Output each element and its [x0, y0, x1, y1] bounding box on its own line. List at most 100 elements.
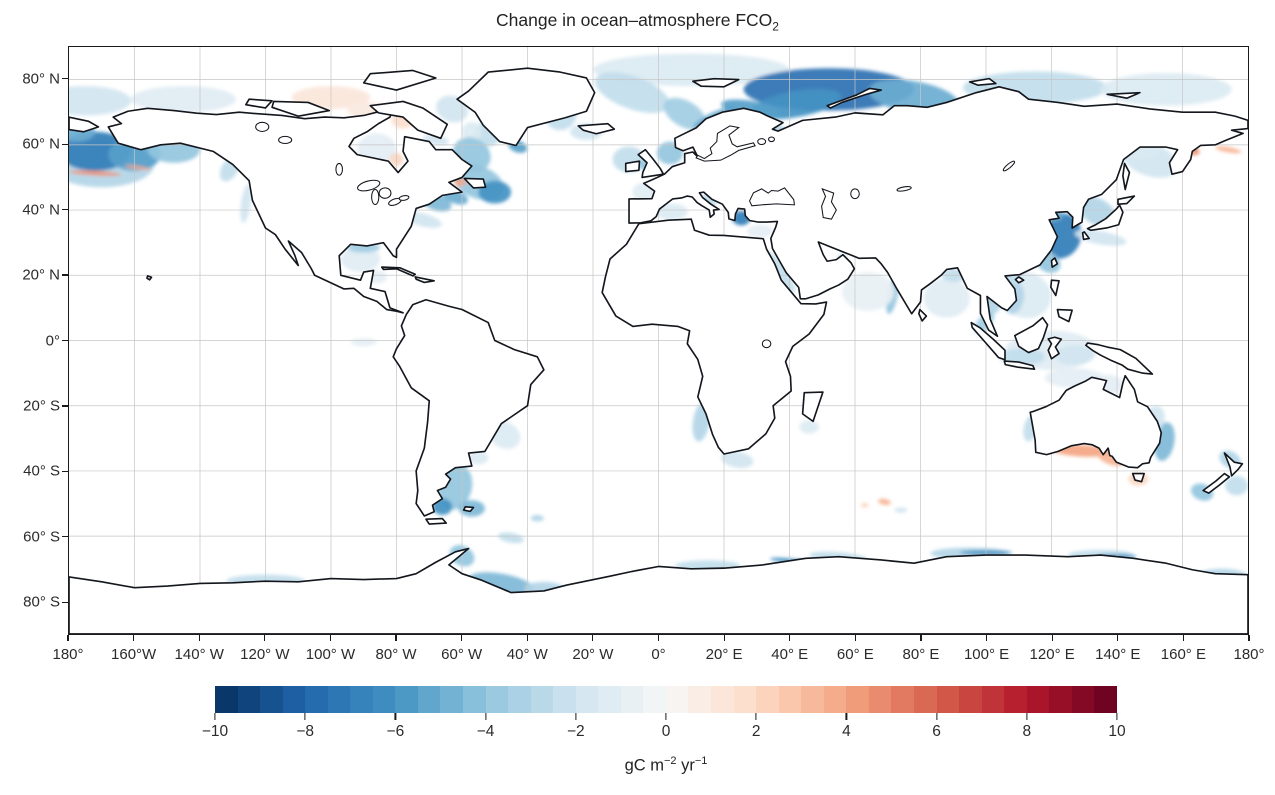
- island-svalbard: [692, 77, 740, 88]
- lat-tick-mark: [62, 143, 68, 145]
- colorbar-tick-label: −2: [566, 723, 585, 740]
- lon-tick-label: 100° W: [305, 646, 356, 663]
- island-greenland: [456, 67, 596, 147]
- colorbar-tick-label: −8: [296, 723, 315, 740]
- region-beaufort-sea: [131, 86, 237, 113]
- lon-tick-label: 80° E: [902, 646, 940, 663]
- colorbar-swatch: [936, 686, 960, 713]
- lat-tick-label: 20° S: [23, 397, 60, 415]
- island-cuba: [380, 266, 416, 277]
- colorbar-swatch: [417, 686, 441, 713]
- lat-tick-label: 40° N: [22, 201, 60, 219]
- region-agulhas: [720, 451, 754, 469]
- lat-tick-mark: [62, 470, 68, 472]
- coast-south-america: [392, 298, 545, 517]
- unit-sup1: −2: [663, 755, 677, 767]
- lake-great-bear: [255, 121, 270, 132]
- colorbar-swatch: [1049, 686, 1072, 713]
- colorbar-swatch: [733, 686, 757, 713]
- colorbar-swatch: [508, 686, 531, 713]
- island-hispaniola: [414, 276, 435, 284]
- colorbar-tick-label: 2: [751, 723, 761, 740]
- lon-tick-label: 180°: [52, 646, 84, 663]
- chart-title-text: Change in ocean–atmosphere FCO: [496, 10, 773, 30]
- region-gom-light: [340, 245, 381, 273]
- colorbar-swatch: [372, 686, 396, 713]
- lake-black-sea: [748, 187, 796, 207]
- coast-eurasia: [628, 85, 1248, 338]
- colorbar-swatch: [530, 686, 554, 713]
- lon-tick-mark: [461, 635, 463, 641]
- island-sri-lanka: [918, 308, 928, 322]
- colorbar-swatch: [846, 686, 869, 713]
- unit-sup2: −1: [694, 755, 708, 767]
- island-hainan: [1014, 276, 1025, 284]
- region-rio-plata: [468, 451, 489, 465]
- colorbar-swatch: [688, 686, 712, 713]
- colorbar-swatch: [620, 686, 644, 713]
- region-madagascar-s: [799, 420, 819, 434]
- lake-huron: [378, 187, 392, 199]
- region-kerguelen-red: [878, 498, 891, 506]
- lat-tick-mark: [62, 339, 68, 342]
- lake-ladoga: [757, 138, 767, 146]
- island-nz-south: [1202, 472, 1231, 494]
- region-south-georgia: [530, 514, 544, 522]
- colorbar-swatch: [643, 686, 666, 713]
- region-east-siberian-sea: [1100, 73, 1232, 106]
- lon-tick-mark: [1182, 635, 1184, 641]
- colorbar-swatch: [553, 686, 576, 713]
- colorbar-swatch: [823, 686, 847, 713]
- colorbar-swatch: [868, 686, 892, 713]
- coast-australia: [1029, 374, 1163, 469]
- region-west-med: [655, 203, 688, 220]
- lon-tick-mark: [67, 635, 69, 641]
- colorbar-swatch: [327, 686, 351, 713]
- lon-tick-mark: [1051, 635, 1053, 641]
- region-banda-sea: [1054, 345, 1095, 365]
- region-aleutian-red2: [124, 165, 151, 171]
- lon-tick-mark: [985, 635, 988, 641]
- lake-superior: [357, 179, 381, 192]
- island-ellesmere: [362, 69, 437, 91]
- colorbar-swatch: [350, 686, 373, 713]
- island-banks: [245, 98, 273, 109]
- colorbar-swatch: [801, 686, 824, 713]
- island-kyushu: [1081, 231, 1090, 241]
- lon-tick-label: 120° E: [1029, 646, 1075, 663]
- lat-tick-mark: [62, 405, 68, 407]
- colorbar-swatch: [913, 686, 937, 713]
- lat-tick-label: 60° N: [22, 135, 60, 153]
- lat-tick-label: 20° N: [22, 266, 60, 284]
- lon-tick-mark: [789, 635, 791, 641]
- world-map: [69, 47, 1248, 634]
- colorbar-swatch: [598, 686, 621, 713]
- colorbar-swatch: [440, 686, 464, 713]
- lon-tick-label: 60° E: [836, 646, 874, 663]
- island-new-guinea: [1085, 342, 1154, 375]
- lon-tick-mark: [657, 635, 660, 641]
- island-britain: [637, 148, 665, 179]
- colorbar-tick-mark: [214, 713, 216, 720]
- unit-mid: yr: [676, 756, 695, 775]
- colorbar-swatch: [959, 686, 982, 713]
- region-nfld-shelf: [478, 180, 512, 204]
- lake-baltic-sea: [695, 125, 756, 162]
- region-arabian-sea: [841, 272, 895, 312]
- lon-tick-mark: [198, 635, 200, 641]
- chart-title-subscript: 2: [772, 19, 779, 34]
- region-kuroshio: [1074, 229, 1127, 246]
- island-sakhalin: [1122, 162, 1131, 191]
- island-mindanao: [1056, 308, 1073, 323]
- island-falklands: [462, 506, 475, 513]
- colorbar-swatch: [237, 686, 261, 713]
- colorbar-swatch: [1004, 686, 1027, 713]
- lon-tick-label: 20° W: [572, 646, 614, 663]
- lon-tick-mark: [723, 635, 725, 641]
- region-bay-of-bengal: [923, 278, 970, 318]
- region-us-west-coast: [240, 184, 252, 223]
- colorbar-tick-label: 0: [661, 723, 671, 740]
- colorbar-swatch: [756, 686, 779, 713]
- colorbar-swatch: [575, 686, 599, 713]
- lon-tick-mark: [854, 635, 856, 641]
